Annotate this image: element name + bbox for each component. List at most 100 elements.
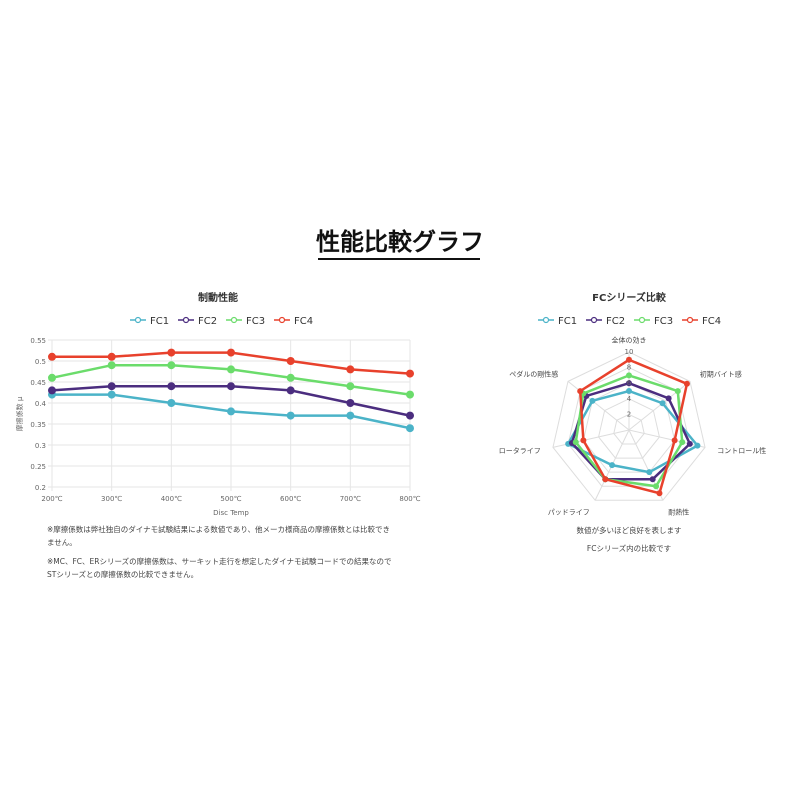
data-point-FC1 <box>346 411 355 420</box>
radar-axis-label: 耐熱性 <box>668 508 689 517</box>
legend-label-FC3: FC3 <box>654 316 673 327</box>
data-point-FC2 <box>107 382 116 391</box>
page-title: 性能比較グラフ <box>316 228 484 256</box>
note-1: ※摩擦係数は弊社独自のダイナモ試験結果による数値であり、他メーカ様商品の摩擦係数… <box>47 525 391 547</box>
y-tick-label: 0.35 <box>30 421 46 429</box>
radar-axis-label: 全体の効き <box>612 336 647 345</box>
x-tick-label: 400℃ <box>161 495 182 503</box>
line-chart-title: 制動性能 <box>198 291 238 304</box>
data-point-FC2 <box>346 399 355 407</box>
legend-label-FC1: FC1 <box>558 316 577 327</box>
y-tick-label: 0.45 <box>30 379 46 387</box>
radar-point-FC2 <box>665 395 672 402</box>
data-point-FC3 <box>286 373 295 382</box>
y-tick-label: 0.3 <box>35 442 46 450</box>
legend-label-FC4: FC4 <box>294 316 313 327</box>
radar-axis-label: パッドライフ <box>548 509 590 517</box>
radar-axis-label: ペダルの剛性感 <box>509 370 558 379</box>
legend-label-FC4: FC4 <box>702 316 721 327</box>
radar-series-FC2 <box>570 381 692 481</box>
radar-series-FC1 <box>566 389 700 474</box>
data-point-FC1 <box>406 424 414 433</box>
radar-note-1: 数値が多いほど良好を表します <box>576 526 682 535</box>
legend-marker-FC4 <box>278 316 286 324</box>
data-point-FC2 <box>48 386 56 395</box>
radar-point-FC3 <box>653 483 660 490</box>
radar-point-FC4 <box>602 476 609 483</box>
x-tick-label: 500℃ <box>220 495 241 503</box>
legend-marker-FC2 <box>590 316 598 324</box>
legend-label-FC2: FC2 <box>606 316 625 327</box>
data-point-FC1 <box>286 411 295 420</box>
legend-marker-FC3 <box>638 316 646 324</box>
y-tick-label: 0.5 <box>35 358 46 366</box>
radar-point-FC4 <box>626 356 632 363</box>
data-point-FC4 <box>167 348 176 357</box>
legend-label-FC3: FC3 <box>246 316 265 327</box>
radar-tick-label: 10 <box>625 348 634 356</box>
data-point-FC2 <box>406 411 414 420</box>
radar-point-FC4 <box>683 380 690 387</box>
data-point-FC2 <box>167 382 176 391</box>
radar-point-FC1 <box>659 400 666 407</box>
radar-chart-title: FCシリーズ比較 <box>592 291 667 304</box>
legend-marker-FC4 <box>686 316 694 324</box>
data-point-FC3 <box>48 373 56 382</box>
radar-point-FC2 <box>686 440 693 447</box>
data-point-FC4 <box>346 365 355 374</box>
y-tick-label: 0.55 <box>30 337 46 345</box>
y-tick-label: 0.4 <box>35 400 47 408</box>
data-point-FC4 <box>48 352 56 361</box>
data-point-FC2 <box>286 386 295 395</box>
radar-axis-label: ロータライフ <box>499 446 541 455</box>
data-point-FC3 <box>406 390 414 399</box>
radar-point-FC4 <box>656 490 663 497</box>
radar-axis-label: コントロール性 <box>717 446 766 455</box>
data-point-FC3 <box>107 361 116 370</box>
radar-point-FC1 <box>609 462 616 469</box>
radar-note-2: FCシリーズ内の比較です <box>586 544 672 553</box>
data-point-FC4 <box>406 369 414 378</box>
radar-axis-label: 初期バイト感 <box>700 370 742 379</box>
legend-marker-FC3 <box>230 316 238 324</box>
radar-point-FC1 <box>694 442 701 449</box>
radar-point-FC3 <box>626 372 632 379</box>
radar-point-FC3 <box>679 439 686 446</box>
radar-tick-label: 8 <box>627 364 631 372</box>
radar-grid-ring <box>598 398 660 459</box>
data-point-FC4 <box>107 352 116 361</box>
legend-marker-FC1 <box>134 316 142 324</box>
data-point-FC1 <box>167 399 176 407</box>
radar-grid-ring <box>613 413 645 445</box>
y-tick-label: 0.25 <box>30 463 46 471</box>
data-point-FC4 <box>286 357 295 365</box>
radar-point-FC1 <box>646 469 653 476</box>
legend-marker-FC2 <box>182 316 190 324</box>
data-point-FC1 <box>107 390 116 399</box>
x-tick-label: 600℃ <box>280 495 301 503</box>
radar-point-FC2 <box>626 380 632 387</box>
legend-marker-FC1 <box>542 316 550 324</box>
radar-point-FC3 <box>572 439 579 446</box>
legend-label-FC1: FC1 <box>150 316 169 327</box>
data-point-FC3 <box>167 361 176 370</box>
radar-tick-label: 6 <box>627 379 632 387</box>
radar-point-FC4 <box>580 437 587 444</box>
x-tick-label: 300℃ <box>101 495 122 503</box>
radar-point-FC1 <box>626 388 632 394</box>
x-tick-label: 800℃ <box>399 495 420 503</box>
x-tick-label: 700℃ <box>340 495 361 503</box>
y-axis-label: 摩擦係数 μ <box>15 396 24 431</box>
legend-label-FC2: FC2 <box>198 316 217 327</box>
radar-point-FC1 <box>589 397 596 404</box>
radar-grid-ring <box>552 351 706 501</box>
x-axis-label: Disc Temp <box>213 509 249 517</box>
radar-series-FC4 <box>578 358 689 495</box>
data-point-FC3 <box>227 365 235 374</box>
note-2: ※MC、FC、ERシリーズの摩擦係数は、サーキット走行を想定したダイナモ試験コー… <box>47 557 392 579</box>
data-point-FC3 <box>346 382 355 391</box>
x-tick-label: 200℃ <box>41 495 62 503</box>
title-underline <box>318 258 480 260</box>
radar-point-FC3 <box>674 388 681 395</box>
